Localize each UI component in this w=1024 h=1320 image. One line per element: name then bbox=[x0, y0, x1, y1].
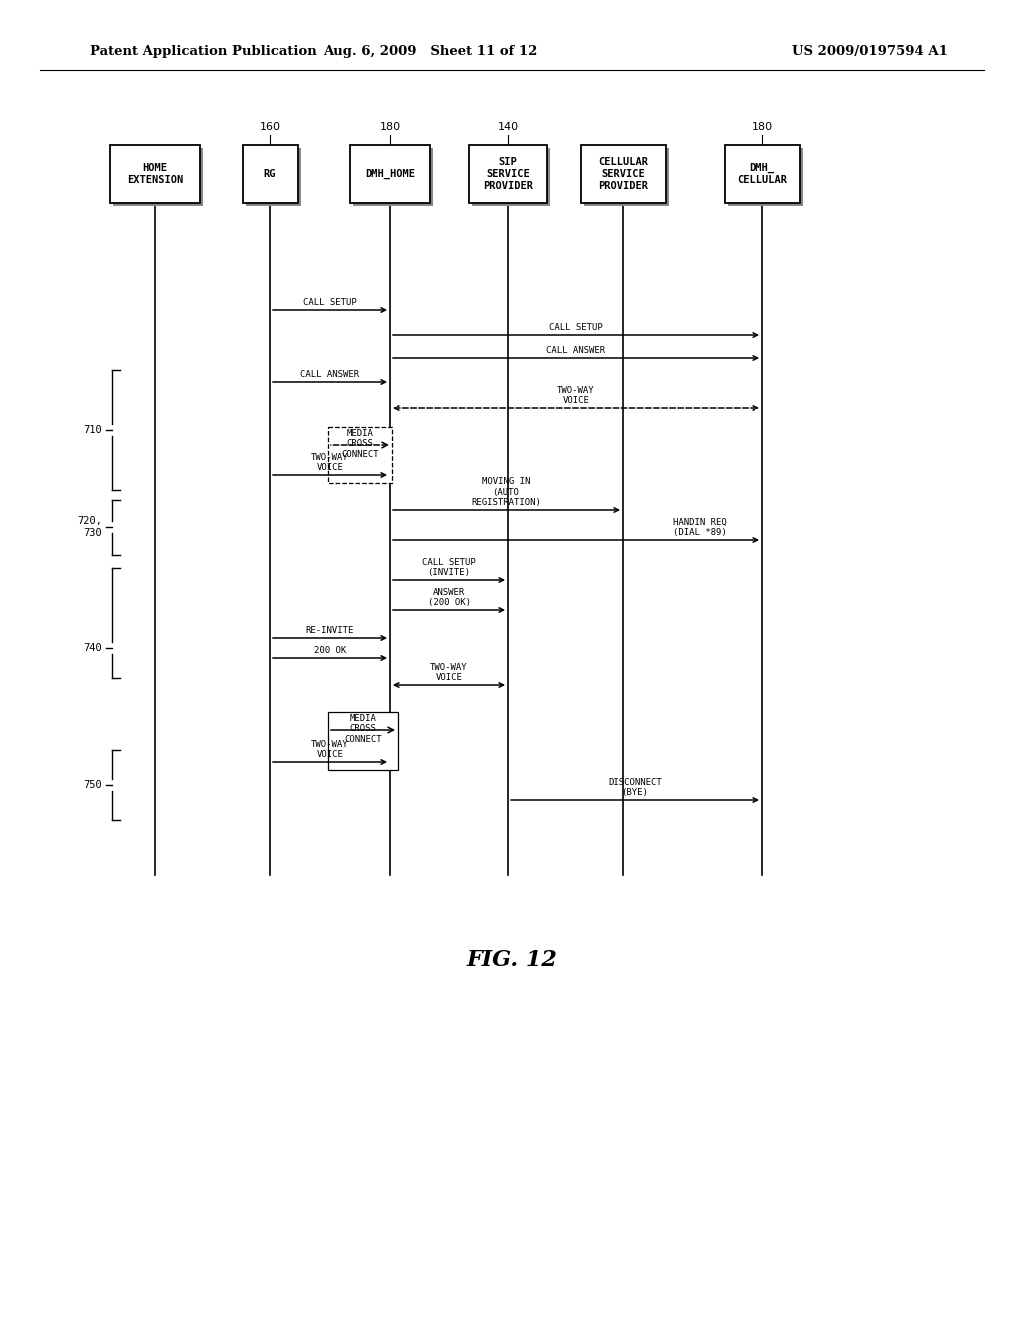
Text: FIG. 12: FIG. 12 bbox=[467, 949, 557, 972]
Text: HANDIN REQ
(DIAL *89): HANDIN REQ (DIAL *89) bbox=[673, 517, 727, 537]
Text: CALL ANSWER: CALL ANSWER bbox=[547, 346, 605, 355]
Text: RG: RG bbox=[264, 169, 276, 180]
Text: TWO-WAY
VOICE: TWO-WAY VOICE bbox=[311, 739, 349, 759]
Text: CALL SETUP: CALL SETUP bbox=[303, 298, 357, 308]
Bar bbox=[472, 148, 550, 206]
Text: TWO-WAY
VOICE: TWO-WAY VOICE bbox=[557, 385, 595, 405]
Text: 720,
730: 720, 730 bbox=[77, 516, 102, 537]
Text: 750: 750 bbox=[83, 780, 102, 789]
Bar bbox=[725, 145, 800, 203]
Text: 160: 160 bbox=[259, 121, 281, 132]
Text: CALL SETUP: CALL SETUP bbox=[549, 323, 603, 333]
Bar bbox=[353, 148, 433, 206]
Text: US 2009/0197594 A1: US 2009/0197594 A1 bbox=[792, 45, 948, 58]
Text: MEDIA
CROSS
CONNECT: MEDIA CROSS CONNECT bbox=[344, 714, 382, 743]
Text: CELLULAR
SERVICE
PROVIDER: CELLULAR SERVICE PROVIDER bbox=[598, 157, 648, 191]
Bar bbox=[469, 145, 547, 203]
Text: DMH_
CELLULAR: DMH_ CELLULAR bbox=[737, 162, 787, 185]
Text: DMH_HOME: DMH_HOME bbox=[365, 169, 415, 180]
Bar bbox=[113, 148, 203, 206]
Text: 140: 140 bbox=[498, 121, 518, 132]
Bar bbox=[328, 426, 392, 483]
Text: 180: 180 bbox=[380, 121, 400, 132]
Text: RE-INVITE: RE-INVITE bbox=[306, 626, 354, 635]
Text: Aug. 6, 2009   Sheet 11 of 12: Aug. 6, 2009 Sheet 11 of 12 bbox=[323, 45, 538, 58]
Text: ANSWER
(200 OK): ANSWER (200 OK) bbox=[427, 587, 470, 607]
Text: 180: 180 bbox=[752, 121, 772, 132]
Bar bbox=[350, 145, 430, 203]
Text: MEDIA
CROSS
CONNECT: MEDIA CROSS CONNECT bbox=[341, 429, 379, 459]
Text: TWO-WAY
VOICE: TWO-WAY VOICE bbox=[311, 453, 349, 473]
Text: 200 OK: 200 OK bbox=[314, 645, 346, 655]
Bar bbox=[581, 145, 666, 203]
Bar bbox=[727, 148, 803, 206]
Text: SIP
SERVICE
PROVIDER: SIP SERVICE PROVIDER bbox=[483, 157, 534, 191]
Bar bbox=[328, 711, 398, 770]
Bar bbox=[110, 145, 200, 203]
Text: 740: 740 bbox=[83, 643, 102, 653]
Bar bbox=[584, 148, 669, 206]
Bar bbox=[246, 148, 300, 206]
Text: 710: 710 bbox=[83, 425, 102, 436]
Text: CALL ANSWER: CALL ANSWER bbox=[300, 370, 359, 379]
Text: CALL SETUP
(INVITE): CALL SETUP (INVITE) bbox=[422, 557, 476, 577]
Text: Patent Application Publication: Patent Application Publication bbox=[90, 45, 316, 58]
Text: HOME
EXTENSION: HOME EXTENSION bbox=[127, 162, 183, 185]
Bar bbox=[243, 145, 298, 203]
Text: DISCONNECT
(BYE): DISCONNECT (BYE) bbox=[608, 777, 662, 797]
Text: MOVING IN
(AUTO
REGISTRATION): MOVING IN (AUTO REGISTRATION) bbox=[471, 478, 541, 507]
Text: TWO-WAY
VOICE: TWO-WAY VOICE bbox=[430, 663, 468, 682]
